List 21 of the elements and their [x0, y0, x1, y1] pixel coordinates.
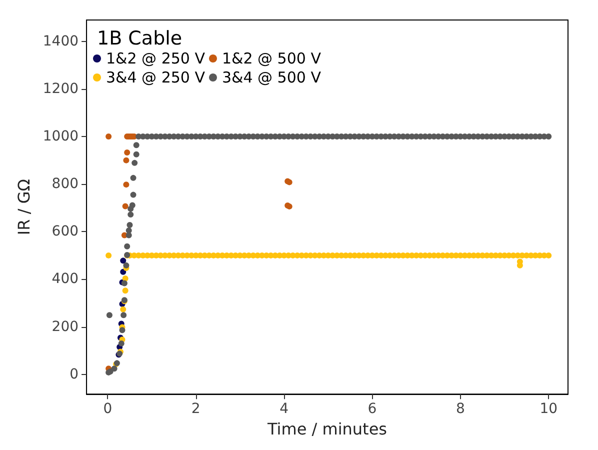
- legend-label: 1&2 @ 250 V: [106, 50, 206, 68]
- x-axis-title: Time / minutes: [266, 420, 388, 438]
- legend-label: 1&2 @ 500 V: [222, 50, 322, 68]
- y-tick-label: 600: [52, 224, 79, 240]
- chart-title: 1B Cable: [97, 28, 182, 50]
- y-tick-label: 400: [52, 271, 79, 288]
- y-tick-label: 1400: [42, 33, 79, 50]
- y-tick-label: 0: [70, 366, 79, 382]
- x-tick-label: 6: [368, 401, 377, 418]
- y-tick-label: 800: [52, 176, 79, 192]
- y-tick-label: 1000: [42, 128, 79, 145]
- y-tick-label: 200: [52, 318, 79, 335]
- legend-label: 3&4 @ 250 V: [106, 68, 206, 86]
- legend-label: 3&4 @ 500 V: [222, 68, 322, 86]
- x-tick-label: 8: [456, 401, 465, 418]
- x-tick-label: 0: [103, 401, 112, 418]
- x-tick-label: 4: [280, 401, 289, 418]
- y-axis-title: IR / GΩ: [14, 179, 34, 236]
- x-tick-label: 2: [191, 401, 200, 418]
- x-tick-label: 10: [540, 401, 558, 418]
- y-tick-label: 1200: [42, 80, 79, 97]
